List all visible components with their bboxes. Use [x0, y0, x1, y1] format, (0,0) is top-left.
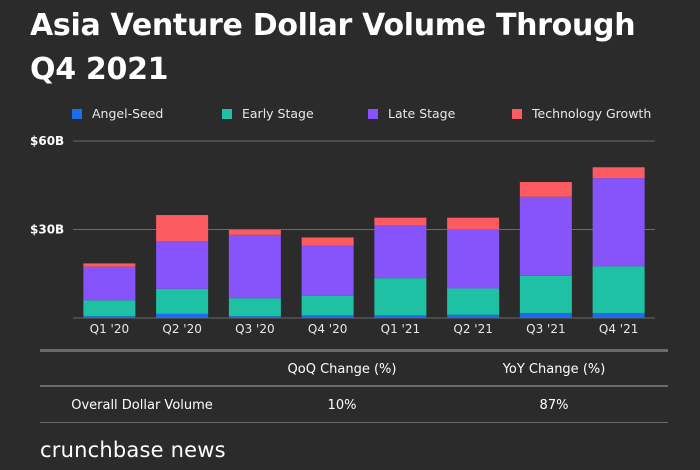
bar-segment-angel-seed: [228, 316, 281, 318]
crunchbase-news-logo: crunchbase news: [40, 438, 226, 462]
bar-segment-early-stage: [592, 266, 645, 313]
legend-label: Late Stage: [388, 106, 456, 121]
x-tick-label: Q3 '21: [526, 322, 565, 336]
legend-swatch: [368, 108, 378, 119]
legend-swatch: [222, 108, 232, 119]
bar-segment-late-stage: [156, 241, 209, 289]
bar-segment-technology-growth: [83, 263, 136, 267]
bar-segment-angel-seed: [156, 313, 209, 318]
bar-segment-late-stage: [592, 178, 645, 267]
bar-segment-late-stage: [447, 229, 500, 289]
bar-segment-angel-seed: [447, 314, 500, 318]
legend-item-technology-growth: Technology Growth: [512, 106, 651, 121]
legend-swatch: [72, 108, 82, 119]
table-cell-qoq: 10%: [327, 398, 357, 413]
x-tick-label: Q4 '20: [308, 322, 347, 336]
bar-segment-technology-growth: [447, 217, 500, 230]
x-tick-label: Q1 '21: [381, 322, 420, 336]
bar-segment-early-stage: [447, 288, 500, 315]
x-tick-label: Q2 '21: [453, 322, 492, 336]
legend-item-angel-seed: Angel-Seed: [72, 106, 163, 121]
table-row-label: Overall Dollar Volume: [71, 398, 213, 413]
table-header-rule: [40, 385, 668, 387]
legend-swatch: [512, 108, 522, 119]
x-tick-label: Q1 '20: [90, 322, 129, 336]
bar-segment-technology-growth: [374, 217, 427, 226]
legend-label: Technology Growth: [532, 106, 652, 121]
bar-segment-late-stage: [301, 245, 354, 296]
bar-segment-technology-growth: [301, 237, 354, 246]
bar-segment-early-stage: [519, 275, 572, 313]
bar-segment-angel-seed: [374, 315, 427, 318]
bar-segment-early-stage: [301, 295, 354, 316]
y-tick-label: $30B: [30, 223, 64, 237]
bar-segment-technology-growth: [228, 229, 281, 235]
bar-segment-technology-growth: [519, 182, 572, 197]
table-top-rule: [40, 349, 668, 352]
table-header-qoq: QoQ Change (%): [287, 362, 397, 377]
bar-segment-angel-seed: [301, 315, 354, 318]
chart-title: Asia Venture Dollar Volume Through Q4 20…: [30, 8, 636, 87]
bar-segment-early-stage: [83, 300, 136, 317]
x-tick-label: Q4 '21: [599, 322, 638, 336]
bar-segment-angel-seed: [592, 312, 645, 318]
legend-label: Angel-Seed: [92, 106, 164, 121]
legend-item-early-stage: Early Stage: [222, 106, 314, 121]
bar-segment-late-stage: [519, 196, 572, 276]
y-tick-label: $60B: [30, 134, 64, 148]
bar-segment-late-stage: [374, 225, 427, 279]
bar-segment-late-stage: [228, 234, 281, 299]
legend: Angel-Seed Early Stage Late Stage Techno…: [0, 106, 700, 124]
legend-label: Early Stage: [242, 106, 314, 121]
x-tick-label: Q2 '20: [162, 322, 201, 336]
bar-segment-early-stage: [374, 278, 427, 316]
bar-segment-angel-seed: [83, 316, 136, 318]
table-cell-yoy: 87%: [539, 398, 569, 413]
x-tick-label: Q3 '20: [235, 322, 274, 336]
table-header-yoy: YoY Change (%): [502, 362, 606, 377]
bar-segment-technology-growth: [156, 215, 209, 242]
bar-segment-angel-seed: [519, 312, 572, 318]
table-bottom-rule: [40, 422, 668, 423]
stacked-bar-chart: $30B $60B Q1 '20 Q2 '20 Q3 '20 Q4 '20 Q1 '21 Q2…: [30, 134, 655, 336]
bar-segment-late-stage: [83, 266, 136, 301]
legend-item-late-stage: Late Stage: [368, 106, 455, 121]
bar-segment-early-stage: [156, 288, 209, 314]
bar-segment-technology-growth: [592, 167, 645, 179]
bar-segment-early-stage: [228, 298, 281, 317]
